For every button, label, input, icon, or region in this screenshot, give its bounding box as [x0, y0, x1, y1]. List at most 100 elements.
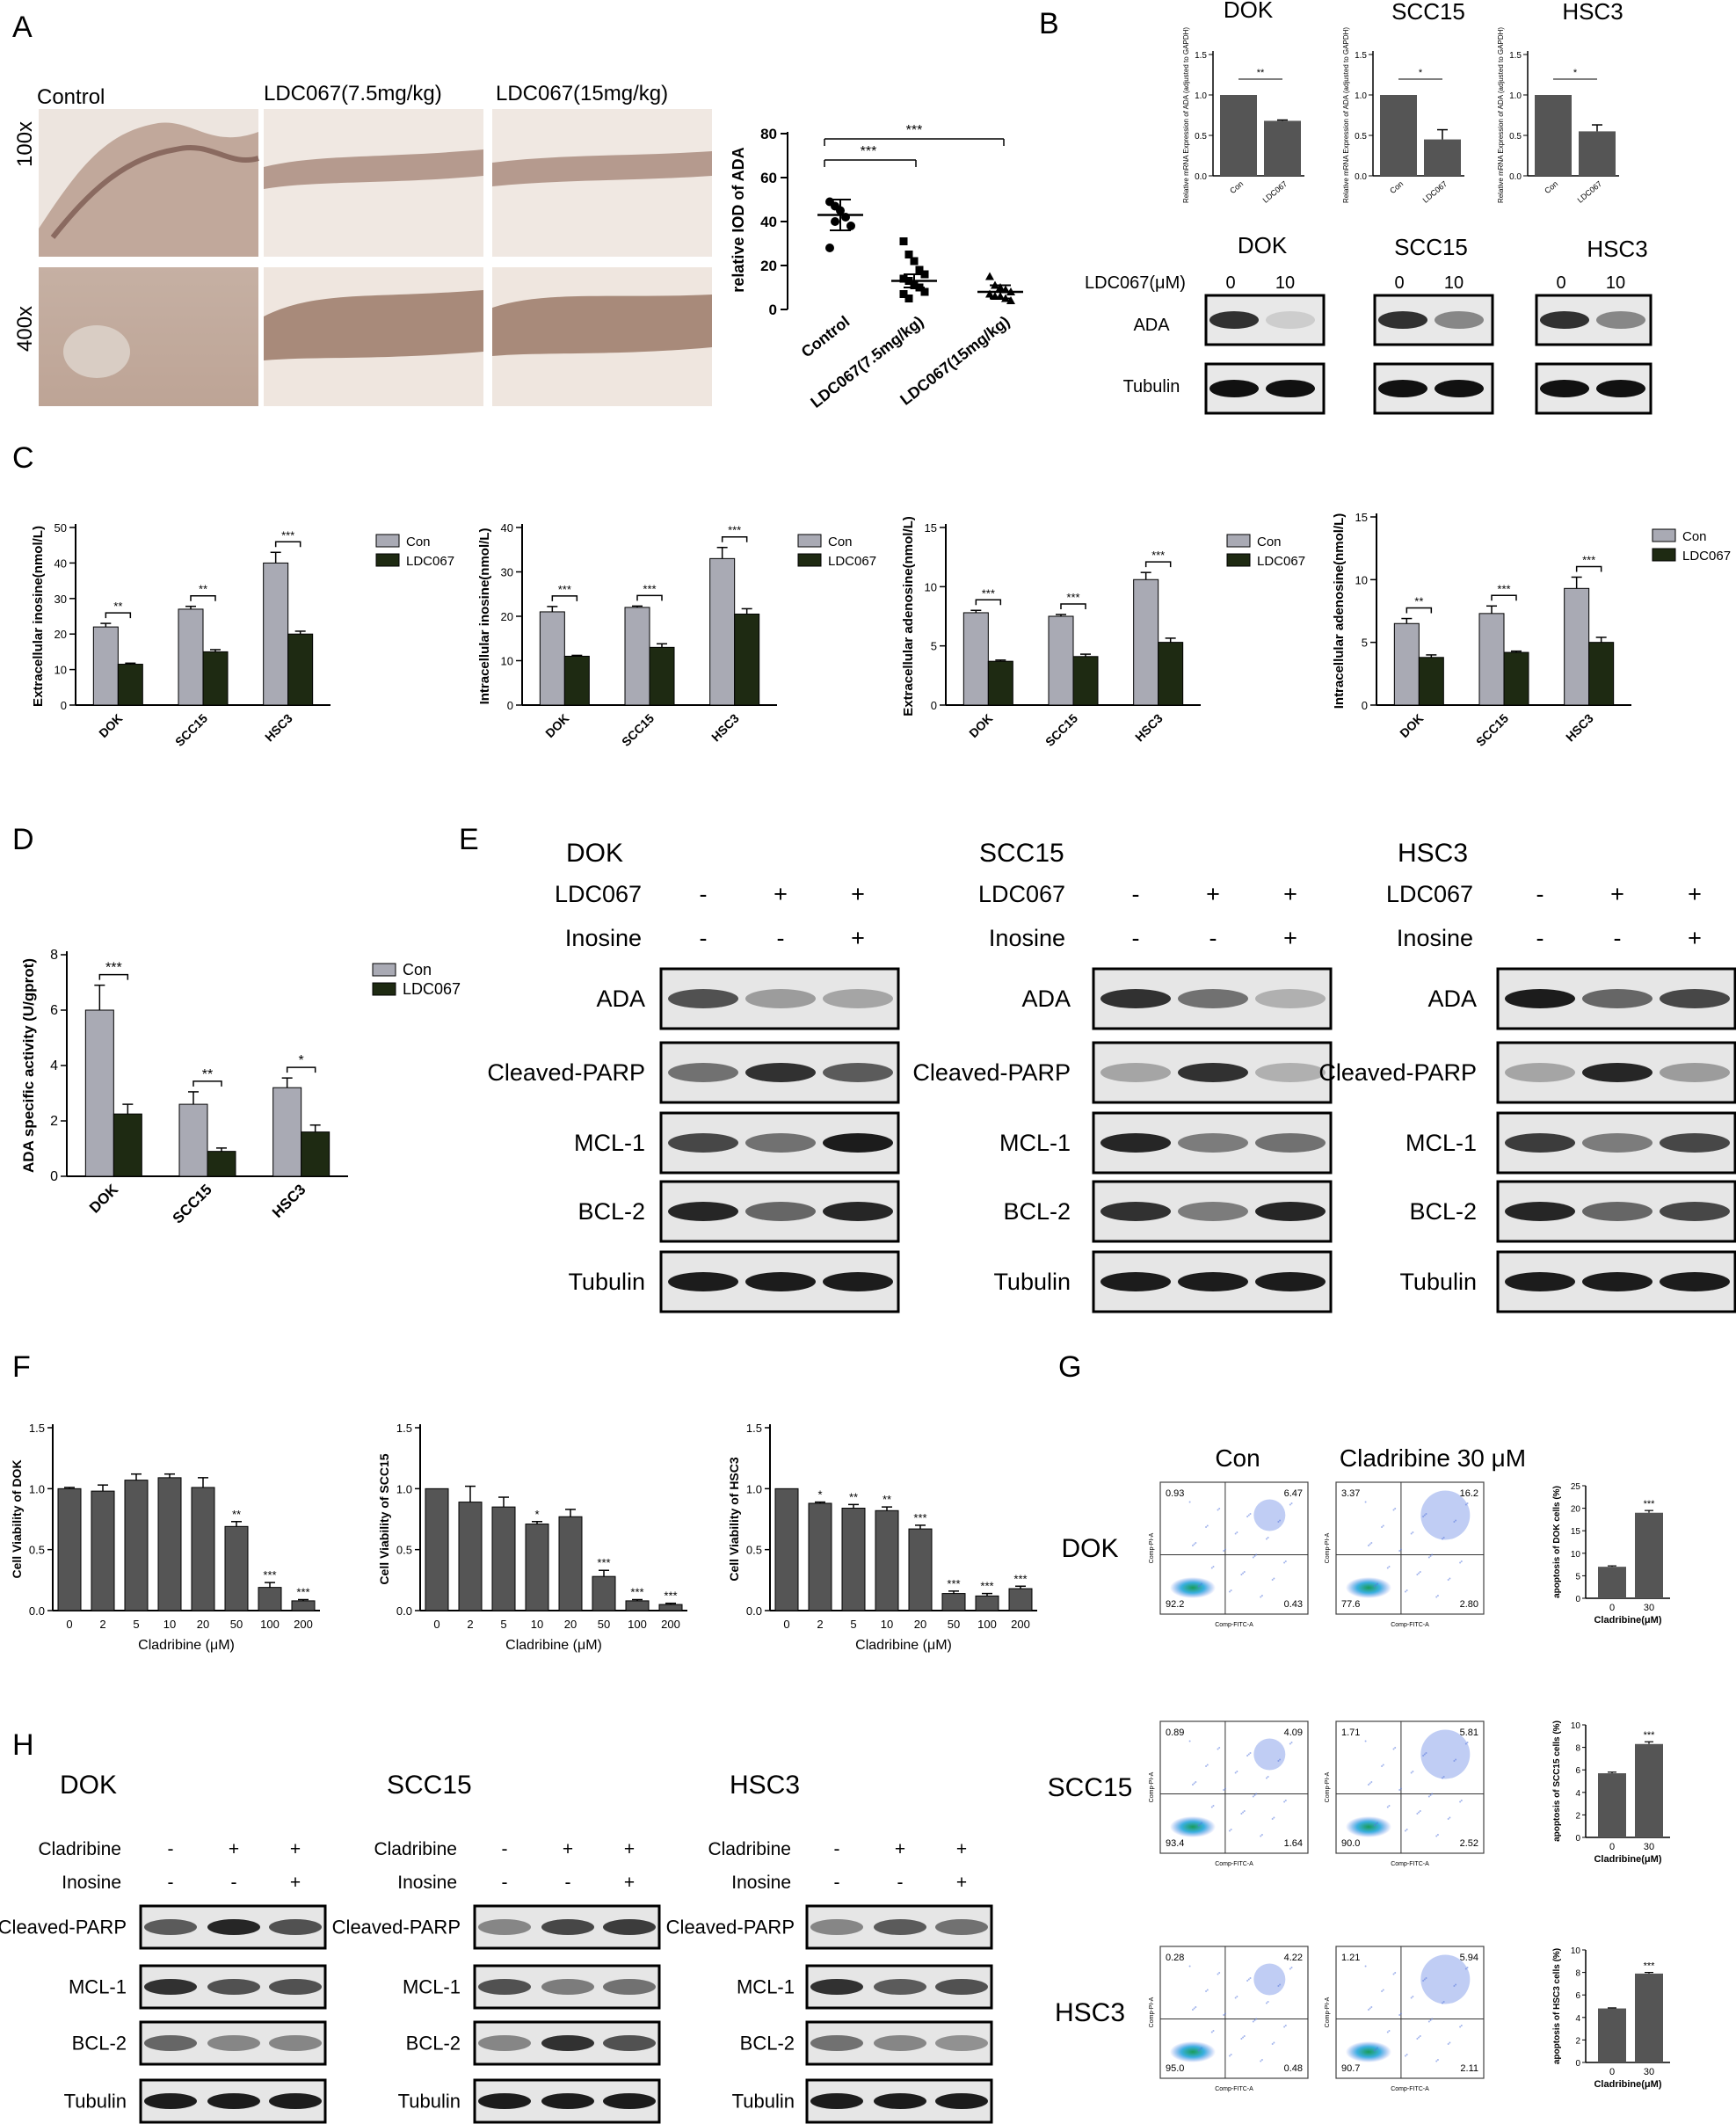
y-tick-label: 5 — [931, 640, 937, 653]
sig-bracket — [551, 595, 578, 601]
panel-b: B DOK SCC15 HSC3 0.0 0.5 1.0 1.5 Relative mR… — [1039, 0, 1652, 415]
sign-row-2: - — [565, 1873, 571, 1893]
flow-event — [1466, 1742, 1469, 1743]
viability-bar-50 — [224, 1525, 249, 1611]
b-blot-cell-scc15: SCC15 — [1394, 234, 1468, 260]
sign-row-2: - — [700, 925, 708, 951]
protein-label-cleaved-parp: Cleaved-PARP — [1318, 1059, 1477, 1086]
x-category-label: DOK — [86, 1181, 122, 1217]
quad-ul: 1.71 — [1341, 1728, 1360, 1738]
quad-ll: 92.2 — [1166, 1599, 1184, 1610]
y-axis-label: Cell Viability of HSC3 — [727, 1457, 741, 1582]
flow-event — [1406, 1589, 1408, 1591]
blot-band — [1178, 1272, 1248, 1291]
bar-con-scc15 — [1478, 613, 1505, 706]
x-tick-label: 100 — [977, 1618, 997, 1631]
sig-label: *** — [1497, 582, 1510, 595]
flow-event — [1265, 1538, 1267, 1540]
flow-event — [1193, 2007, 1195, 2010]
bar-con-hsc3 — [272, 1087, 302, 1177]
blot-band — [668, 1133, 738, 1153]
flow-event — [1382, 1524, 1384, 1527]
b-blot-treatment-label: LDC067(μM) — [1085, 273, 1186, 293]
sig-label: *** — [281, 528, 294, 542]
flow-event — [1425, 1752, 1427, 1754]
legend-swatch-ldc067 — [375, 553, 400, 567]
g-row-label-scc15: SCC15 — [1048, 1773, 1133, 1802]
x-tick-label: 0 — [1609, 2067, 1615, 2077]
e-blots-dok: DOK LDC067 Inosine - - + - + + ADA Cleaved-PARP MCL… — [487, 839, 900, 1313]
x-category-label: HSC3 — [262, 711, 295, 745]
flow-population-late — [1253, 1963, 1286, 1996]
flow-event — [1386, 2031, 1389, 2033]
y-tick-label: 15 — [1355, 511, 1368, 524]
flow-event — [1459, 2026, 1462, 2028]
blot-band — [1505, 1133, 1575, 1153]
legend-swatch-ldc067 — [372, 982, 396, 996]
protein-label-tubulin: Tubulin — [64, 2090, 127, 2112]
sig-bracket — [192, 1080, 222, 1087]
x-category-label: HSC3 — [1563, 711, 1596, 745]
x-tick-label: 10 — [163, 1618, 176, 1631]
flow-event — [1253, 2019, 1256, 2021]
viability-bar-200 — [291, 1600, 316, 1611]
y-tick-label: 0 — [61, 699, 67, 712]
flow-event — [1289, 1503, 1291, 1506]
magnification-400x: 400x — [13, 306, 37, 352]
b-sig: * — [1419, 68, 1423, 78]
viability-bar-2 — [91, 1490, 115, 1611]
y-tick-label: 0.5 — [396, 1544, 412, 1557]
flow-event — [1453, 1985, 1456, 1987]
protein-label-mcl-1: MCL-1 — [403, 1975, 461, 1997]
y-tick-label: 0 — [1575, 2059, 1580, 2069]
x-tick-label: 20 — [564, 1618, 577, 1631]
blot-band — [1100, 1063, 1171, 1082]
y-tick-label: 1.0 — [746, 1482, 762, 1495]
panel-a: A Control LDC067(7.5mg/kg) LDC067(15mg/k… — [12, 11, 1023, 411]
viability-bar-100 — [975, 1595, 999, 1611]
flow-event — [1260, 2060, 1262, 2062]
b-dose-0: 0 — [1225, 273, 1235, 293]
treatment-label-1: Cladribine — [38, 1839, 121, 1859]
flow-event — [1435, 1596, 1438, 1598]
b-band — [1209, 380, 1259, 397]
condition-ldc-7-5: LDC067(7.5mg/kg) — [264, 82, 442, 105]
flow-event — [1236, 1996, 1238, 1997]
scatter-point-control — [846, 222, 855, 230]
panel-letter-e: E — [459, 823, 479, 856]
y-tick-label: 40 — [54, 556, 67, 570]
c-chart-1: 0 10 20 30 40 50 Extracellular inosine(nmol/L)… — [31, 521, 454, 749]
flow-event — [1234, 1532, 1237, 1535]
flow-event — [1228, 2055, 1231, 2057]
flow-event — [1449, 1816, 1451, 1819]
quad-ul: 1.21 — [1341, 1953, 1360, 1963]
x-category-label: DOK — [542, 711, 571, 740]
x-tick-label: 2 — [467, 1618, 473, 1631]
flow-event — [1392, 1973, 1395, 1975]
blot-band — [1100, 989, 1171, 1008]
bar-con-dok — [84, 1009, 114, 1177]
y-tick-label: 15 — [1571, 1527, 1581, 1537]
b-tick-label: 1.5 — [1509, 51, 1522, 61]
flow-event — [1464, 1968, 1467, 1970]
blot-band — [823, 1202, 893, 1221]
flow-event — [1436, 1595, 1439, 1597]
x-tick-label: 50 — [598, 1618, 610, 1631]
y-axis-label: apoptosis of SCC15 cells (%) — [1552, 1720, 1562, 1842]
bar-ldc067-dok — [987, 660, 1013, 706]
flow-event — [1429, 1555, 1432, 1557]
flow-event — [1236, 1531, 1238, 1533]
condition-ldc-15: LDC067(15mg/kg) — [496, 82, 668, 105]
b-blot-cell-hsc3: HSC3 — [1587, 236, 1647, 262]
y-tick-label: 2 — [1575, 1811, 1580, 1821]
b-band — [1596, 311, 1645, 329]
flow-event — [1373, 1824, 1376, 1827]
sig-label: *** — [980, 1580, 993, 1593]
protein-label-cleaved-parp: Cleaved-PARP — [332, 1916, 461, 1938]
sig-label: * — [817, 1488, 822, 1502]
y-tick-label: 8 — [1575, 1969, 1580, 1979]
sig-label: *** — [913, 1511, 926, 1524]
flow-event — [1423, 1514, 1426, 1517]
flow-event — [1370, 1542, 1373, 1544]
